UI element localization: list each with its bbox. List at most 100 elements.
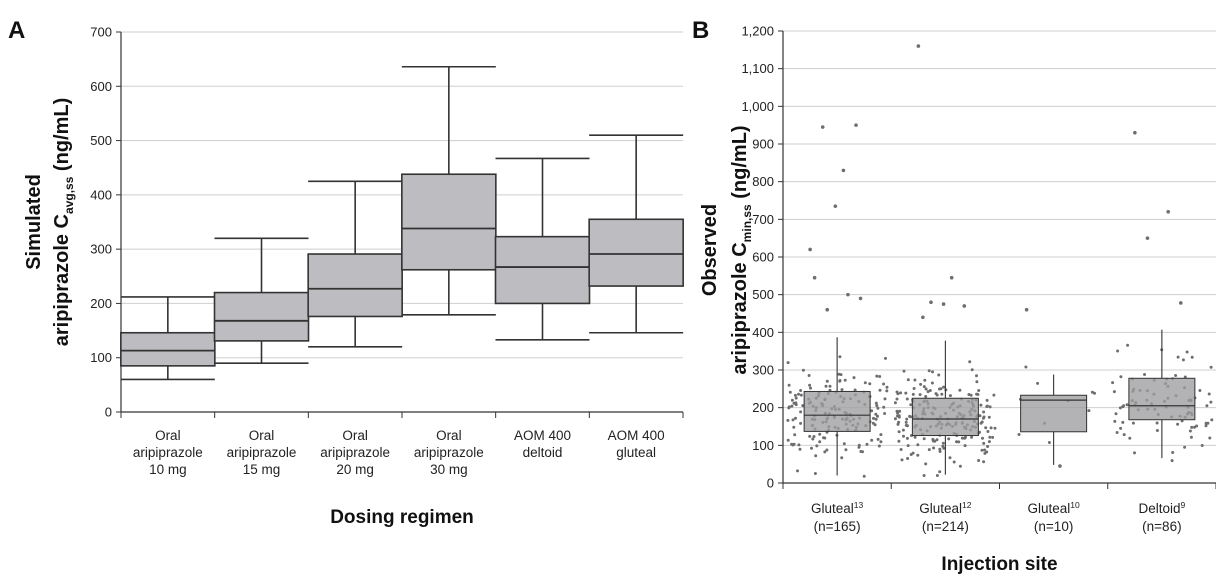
data-point [838,355,842,359]
data-point [1170,459,1174,463]
outlier-point [1178,301,1183,305]
data-point [1205,404,1209,408]
data-point [794,416,797,420]
box-4 [401,65,497,316]
x-category-label-line: 30 mg [430,462,468,477]
data-point [1122,404,1126,408]
data-point [787,406,791,410]
box-iqr [307,253,403,318]
data-point [882,382,886,386]
x-category-label: Oral aripiprazole 10 mg [133,428,203,477]
y-tick-label: 700 [90,25,112,40]
data-point [895,409,899,413]
x-axis-title: Dosing regimen [330,507,474,528]
data-point [786,361,790,365]
data-point [1115,431,1119,434]
data-point [875,404,879,408]
data-point [807,374,811,377]
data-point [1209,365,1213,369]
data-point [986,445,990,448]
data-point [811,437,815,441]
data-point [1209,400,1213,404]
y-tick-label: 0 [767,476,774,491]
data-point [932,446,936,450]
data-point [828,384,832,388]
data-point [922,437,926,441]
data-point [840,388,844,392]
data-point [790,404,794,408]
data-point [1176,422,1180,426]
data-point [927,369,931,373]
data-point [916,453,920,457]
data-point [893,417,897,421]
data-point [963,444,967,448]
data-point [969,393,973,397]
data-point [987,440,991,444]
data-point [808,383,812,387]
x-category-label-line: aripiprazole [320,445,390,460]
x-category-label-line: aripiprazole [133,445,203,460]
data-point [964,435,967,439]
data-point [991,435,995,439]
outlier-point [1166,210,1170,214]
data-point [980,420,984,424]
data-point [988,405,992,409]
data-point [1198,389,1202,392]
data-point [1126,343,1130,347]
y-tick-label: 300 [90,242,112,257]
data-point [906,444,910,448]
category-reference: 9 [1181,500,1186,510]
data-point [977,389,981,392]
data-point [1128,436,1132,440]
data-point [801,404,805,408]
data-point [787,383,791,387]
box-iqr [1020,394,1088,433]
outlier-point [929,300,933,305]
data-point [938,470,942,474]
data-point [904,423,908,427]
data-point [970,368,974,372]
outlier-point [949,275,954,280]
data-point [865,442,869,446]
data-point [786,438,790,442]
outlier-point [962,304,967,308]
data-point [975,374,978,378]
data-point [980,448,984,452]
data-point [876,414,879,418]
data-point [790,442,794,446]
data-point [899,448,903,451]
chart-panel-b: B 0 100 200 300 400 500 600 700 800 900 1,000 1,100 1… [692,17,1216,575]
data-point [948,456,952,460]
data-point [958,388,962,392]
x-axis-title: Injection site [941,554,1057,575]
y-axis-title-subscript: avg,ss [62,176,76,214]
data-point [799,410,803,414]
data-point [1188,429,1192,433]
data-point [876,437,880,441]
data-point [792,401,796,405]
data-point [874,401,878,405]
category-name: Gluteal [1028,501,1071,516]
outlier-point [841,168,846,173]
data-point [1024,365,1028,369]
data-point [975,380,979,384]
data-point [791,418,795,422]
category-reference: 13 [854,500,864,510]
y-axis-title-line2: aripiprazole Cavg,ss (ng/mL) [51,98,76,347]
data-point [872,416,875,420]
data-point [928,389,932,392]
data-point [922,385,926,389]
data-point [927,448,931,452]
data-point [906,378,910,382]
data-point [883,412,887,415]
outlier-point [833,204,838,208]
box-5 [494,157,591,341]
data-point [923,378,927,382]
data-point [810,446,813,450]
data-point [982,410,986,414]
data-point [793,393,797,397]
category-reference: 12 [962,500,972,510]
data-point [797,392,800,396]
y-tick-label: 100 [752,438,774,453]
data-point [1133,451,1136,455]
